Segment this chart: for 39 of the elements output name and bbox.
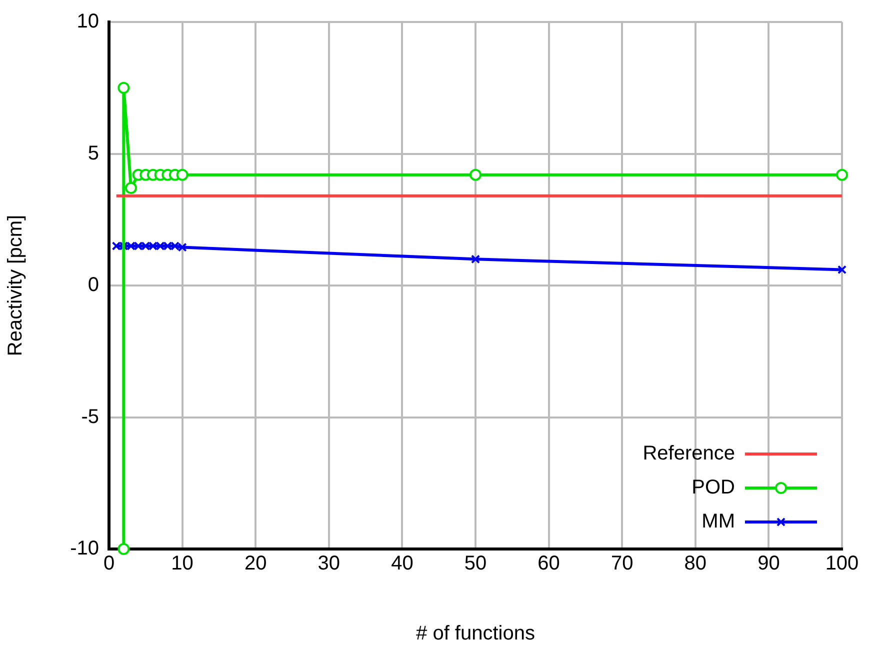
legend-label: POD: [692, 476, 735, 499]
y-tick-label: 5: [88, 142, 99, 164]
point: [126, 241, 136, 251]
point: [836, 168, 848, 181]
y-axis-title: Reactivity [pcm]: [4, 214, 27, 356]
point: [470, 168, 482, 181]
point: [170, 241, 180, 251]
x-tick-label: 70: [610, 552, 634, 575]
x-tick-label: 40: [391, 552, 414, 575]
point: [134, 241, 143, 251]
legend-label: MM: [702, 510, 735, 533]
x-tick-label: 10: [171, 552, 194, 575]
y-tick-label: -5: [81, 406, 99, 428]
y-tick-label: -10: [70, 538, 99, 560]
x-tick-label: 80: [684, 552, 707, 575]
point: [178, 242, 187, 252]
point: [141, 241, 150, 251]
point: [112, 241, 121, 251]
point: [124, 182, 137, 194]
y-tick-label: 10: [76, 10, 99, 33]
x-tick-label: 30: [318, 552, 340, 575]
point: [118, 543, 130, 555]
x-tick-label: 0: [103, 552, 115, 575]
y-tick-label: 0: [88, 274, 99, 296]
point: [176, 168, 188, 181]
x-tick-label: 20: [244, 552, 267, 575]
point: [119, 241, 128, 251]
x-tick-label: 90: [758, 552, 780, 575]
point: [118, 82, 130, 94]
point: [148, 241, 158, 251]
point: [163, 241, 172, 251]
point: [470, 254, 480, 264]
x-tick-label: 50: [464, 552, 487, 575]
legend-label: Reference: [642, 442, 735, 465]
x-tick-label: 100: [825, 552, 859, 575]
x-axis-title: # of functions: [416, 622, 535, 645]
point: [837, 265, 847, 274]
point: [156, 241, 165, 251]
x-tick-label: 60: [538, 552, 560, 575]
